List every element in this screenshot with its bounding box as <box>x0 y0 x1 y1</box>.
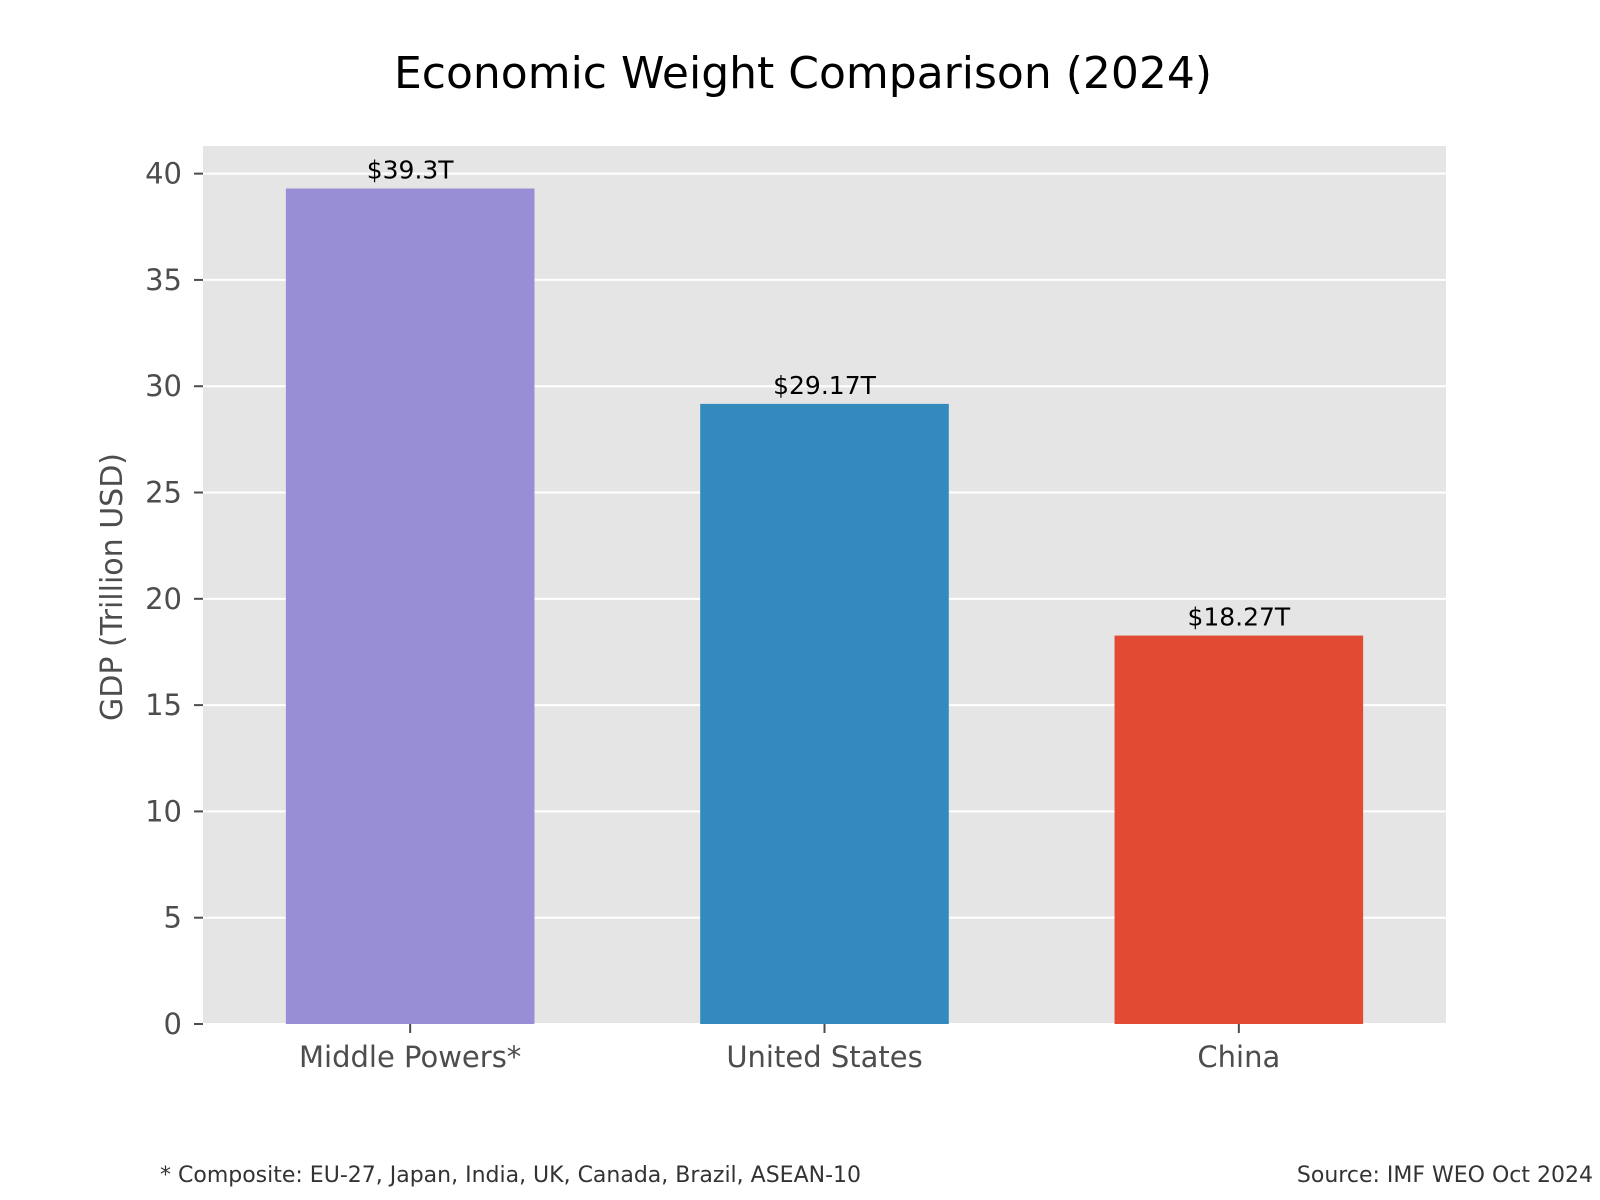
y-axis-ticks: 0 5 10 15 20 25 30 35 40 <box>145 157 203 1041</box>
bars <box>285 188 1364 1024</box>
x-tick-label-1: United States <box>726 1040 922 1074</box>
bar-2 <box>1114 635 1364 1024</box>
bar-value-label-2: $18.27T <box>1187 603 1290 632</box>
y-tick-label-7: 35 <box>145 263 182 297</box>
x-tick-label-2: China <box>1197 1040 1280 1074</box>
y-tick-label-2: 10 <box>145 794 182 828</box>
source-note: Source: IMF WEO Oct 2024 <box>1297 1163 1593 1188</box>
y-tick-label-0: 0 <box>164 1007 182 1041</box>
x-axis-ticks: Middle Powers* United States China <box>299 1024 1280 1074</box>
y-tick-label-1: 5 <box>164 901 182 935</box>
bar-1 <box>700 403 949 1024</box>
y-tick-label-3: 15 <box>145 688 182 722</box>
composite-footnote: * Composite: EU-27, Japan, India, UK, Ca… <box>160 1163 861 1188</box>
y-tick-label-4: 20 <box>145 582 182 616</box>
y-tick-label-6: 30 <box>145 369 182 403</box>
y-tick-label-8: 40 <box>145 157 182 191</box>
y-tick-label-5: 25 <box>145 476 182 510</box>
bar-value-labels: $39.3T $29.17T $18.27T <box>367 156 1291 632</box>
chart-title: Economic Weight Comparison (2024) <box>394 48 1212 99</box>
bar-value-label-1: $29.17T <box>773 371 876 400</box>
bar-value-label-0: $39.3T <box>367 156 455 185</box>
y-axis-label: GDP (Trillion USD) <box>95 453 130 721</box>
x-tick-label-0: Middle Powers* <box>299 1040 521 1074</box>
bar-0 <box>285 188 535 1024</box>
